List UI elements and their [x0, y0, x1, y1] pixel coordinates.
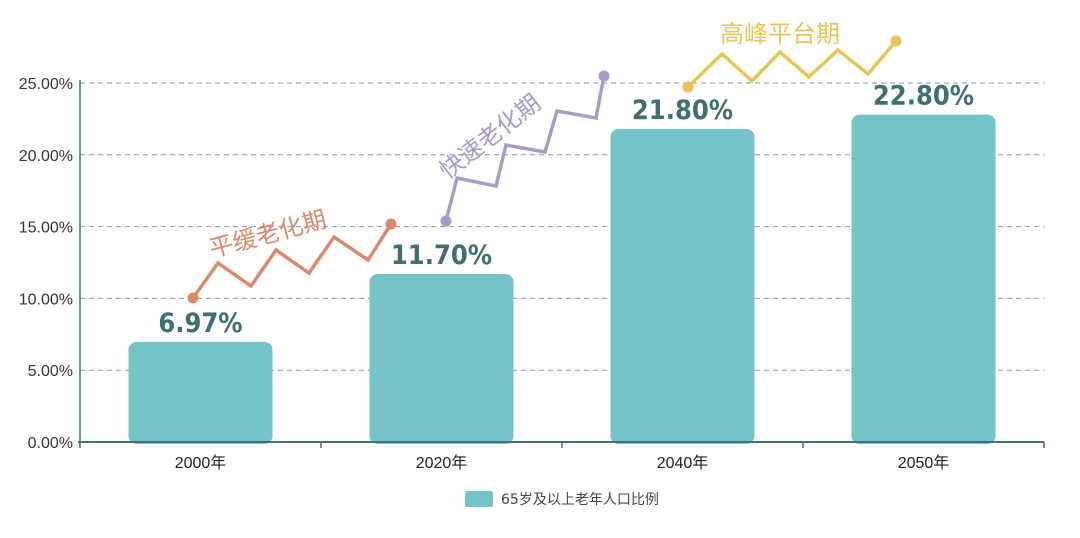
y-tick-label: 0.00%: [28, 435, 73, 452]
phase-annotations: 平缓老化期 快速老化期 高峰平台期: [187, 20, 902, 304]
phase-label: 快速老化期: [434, 89, 546, 185]
legend-swatch: [465, 491, 493, 507]
phase-end-dot: [598, 70, 610, 82]
bars: [128, 114, 996, 444]
phase-start-dot: [440, 215, 452, 227]
x-axis-category-labels: 2000年 2020年 2040年 2050年: [175, 454, 950, 472]
x-axis: [78, 80, 1045, 448]
legend-label: 65岁及以上老年人口比例: [501, 492, 659, 508]
data-label: 21.80%: [632, 95, 733, 126]
y-tick-label: 25.00%: [19, 76, 73, 93]
bar: [128, 341, 273, 444]
data-label: 22.80%: [873, 81, 974, 112]
data-label: 6.97%: [158, 308, 242, 339]
bar: [610, 128, 755, 444]
x-category-label: 2000年: [175, 454, 227, 472]
phase-zigzag-line: [444, 75, 606, 222]
phase-end-dot: [890, 35, 902, 47]
phase-label: 高峰平台期: [720, 20, 840, 48]
y-tick-label: 10.00%: [19, 291, 73, 308]
y-tick-label: 20.00%: [19, 148, 73, 165]
y-tick-label: 5.00%: [28, 363, 73, 380]
phase-zigzag-line: [686, 39, 898, 89]
phase-start-dot: [682, 81, 694, 93]
x-category-label: 2040年: [657, 454, 709, 472]
phase-label: 平缓老化期: [206, 205, 329, 263]
bar: [851, 114, 996, 444]
phase-start-dot: [187, 292, 199, 304]
phase-end-dot: [385, 218, 397, 230]
x-category-label: 2050年: [898, 454, 950, 472]
data-labels: 6.97% 11.70% 21.80% 22.80%: [158, 81, 974, 339]
data-label: 11.70%: [391, 240, 492, 271]
legend: 65岁及以上老年人口比例: [465, 491, 659, 508]
phase-zigzag-line: [191, 223, 393, 300]
y-tick-label: 15.00%: [19, 220, 73, 237]
bar: [369, 273, 514, 444]
y-axis-tick-labels: 0.00% 5.00% 10.00% 15.00% 20.00% 25.00%: [19, 76, 73, 452]
x-category-label: 2020年: [416, 454, 468, 472]
